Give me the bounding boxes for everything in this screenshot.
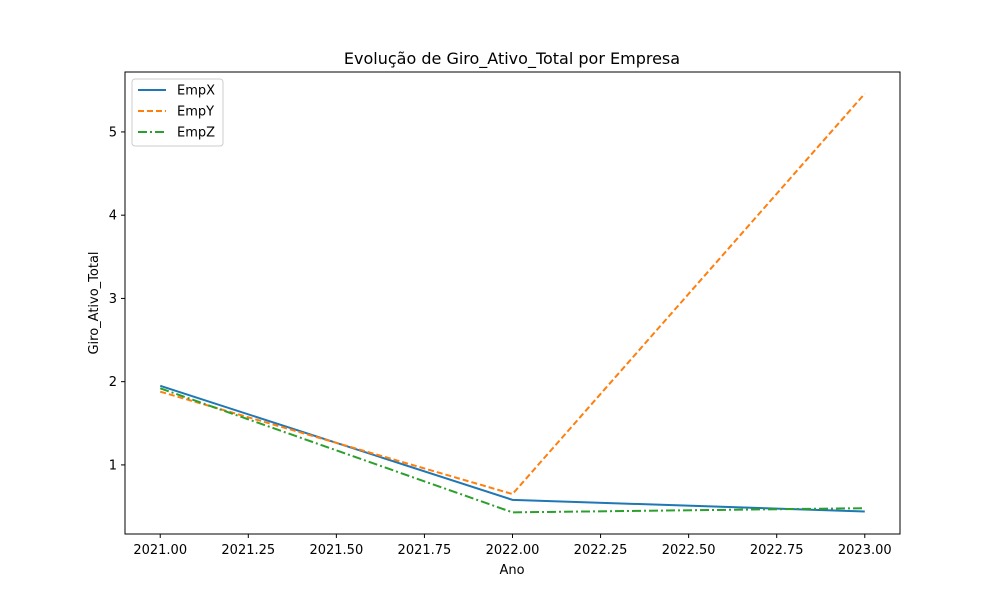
plot-area: 2021.00 2021.25 2021.50 2021.75 2022.00 2022.… xyxy=(109,71,901,558)
x-tick-label: 2022.25 xyxy=(574,543,628,558)
legend-label-empy: EmpY xyxy=(177,105,214,120)
legend-label-empz: EmpZ xyxy=(177,126,215,141)
series-layer xyxy=(159,92,866,514)
y-tick-label: 2 xyxy=(109,375,117,390)
y-tick-label: 4 xyxy=(109,209,117,224)
x-tick-label: 2022.50 xyxy=(662,543,716,558)
series-line-empy xyxy=(159,92,866,496)
y-axis-ticks: 1 2 3 4 5 xyxy=(109,125,125,473)
x-tick-label: 2023.00 xyxy=(838,543,892,558)
y-axis-label: Giro_Ativo_Total xyxy=(87,251,102,354)
y-tick-label: 5 xyxy=(109,125,117,140)
legend-items: EmpX EmpY EmpZ xyxy=(138,84,215,141)
chart-title: Evolução de Giro_Ativo_Total por Empresa xyxy=(344,49,680,69)
x-tick-label: 2021.50 xyxy=(309,543,363,558)
x-tick-label: 2022.75 xyxy=(750,543,804,558)
y-tick-label: 3 xyxy=(109,292,117,307)
x-axis-ticks: 2021.00 2021.25 2021.50 2021.75 2022.00 2022.… xyxy=(133,534,892,558)
y-tick-label: 1 xyxy=(109,458,117,473)
x-tick-label: 2022.00 xyxy=(486,543,540,558)
series-line-empz xyxy=(159,387,865,514)
legend-label-empx: EmpX xyxy=(177,84,215,99)
legend: EmpX EmpY EmpZ xyxy=(131,78,224,147)
x-tick-label: 2021.75 xyxy=(398,543,452,558)
series-line-empx xyxy=(159,384,865,513)
x-axis-label: Ano xyxy=(499,563,524,578)
x-tick-label: 2021.25 xyxy=(221,543,275,558)
legend-frame xyxy=(131,78,224,147)
x-tick-label: 2021.00 xyxy=(133,543,187,558)
